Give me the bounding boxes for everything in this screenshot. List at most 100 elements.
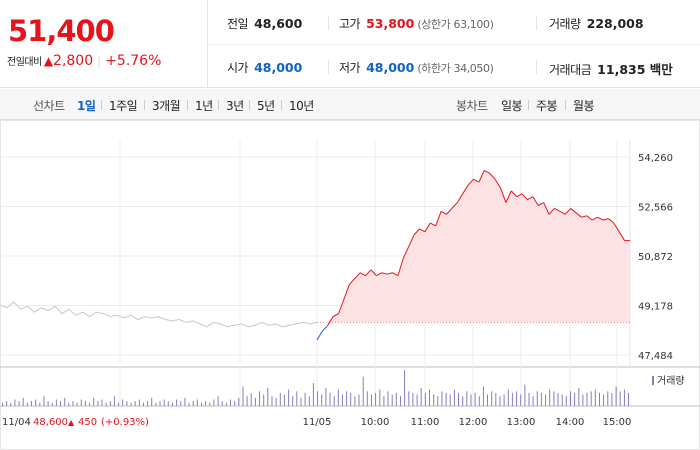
volume-bar [109,401,111,406]
today-line-segment [473,178,480,183]
today-line-segment [451,202,458,209]
prev-day-close: 48,600 [33,417,68,428]
x-tick-label: 13:00 [507,417,536,428]
divider [101,100,102,110]
volume-bar [10,402,12,406]
volume-bar [429,389,430,406]
today-line-segment [402,246,410,259]
period-10y-button[interactable]: 10년 [289,99,314,113]
today-line-segment [538,202,544,206]
volume-bar [126,401,128,406]
today-line-segment [548,208,555,215]
volume-bar [354,396,356,406]
volume-bar [487,394,488,406]
stat-high: 고가 53,800 (상한가 63,100) [339,15,494,32]
volume-bar [449,394,451,406]
candle-weekly-button[interactable]: 주봉 [536,99,558,113]
volume-bar [375,392,377,406]
price-chart: 54,260 52,566 50,872 49,178 47,484 11/05 10:0… [0,120,700,450]
volume-bar [615,386,617,406]
volume-bar [341,394,343,406]
today-line-segment [424,222,431,233]
area-fill [317,170,630,323]
volume-bar [586,392,588,406]
today-line-segment [608,218,615,224]
today-line-segment [343,284,350,300]
stat-label: 저가 [339,61,361,75]
volume-bar [412,392,414,406]
today-line-segment [397,257,404,276]
stat-open: 시가 48,000 [227,59,302,76]
volume-bar [279,392,281,406]
period-5y-button[interactable]: 5년 [257,99,275,113]
volume-bar [143,402,144,406]
volume-bar [159,401,161,406]
stat-amount: 거래대금 11,835 백만 [549,59,673,78]
volume-bar [578,388,580,406]
candle-daily-button[interactable]: 일봉 [501,99,523,113]
today-line-segment [338,298,345,314]
today-line-segment [446,208,453,215]
period-1w-button[interactable]: 1주일 [109,99,138,113]
volume-bar [561,394,563,406]
volume-bar [308,396,310,406]
today-line-segment [419,228,426,233]
candle-monthly-button[interactable]: 월봉 [573,99,595,113]
today-line-segment [365,269,372,276]
volume-bar [196,399,198,406]
volume-bar [80,399,82,406]
period-3y-button[interactable]: 3년 [226,99,244,113]
volume-bar [2,402,3,406]
volume-bar [93,397,95,406]
today-line-segment [500,187,507,203]
divider [536,16,537,30]
volume-bar [516,391,518,406]
volume-bar [283,394,285,406]
volume-bars [2,370,629,406]
x-tick-label: 11/05 [303,417,332,428]
volume-bar [570,391,571,406]
volume-bar [599,392,600,406]
volume-bar [507,389,509,406]
divider [187,100,188,110]
stat-label: 시가 [227,61,249,75]
up-area-fill [317,170,630,323]
period-3m-button[interactable]: 3개월 [152,99,181,113]
change-row: 전일대비 ▲2,800 | +5.76% [7,53,161,69]
today-line-segment [408,234,415,247]
today-line-segment [521,193,528,201]
today-line-segment [381,272,388,275]
line-chart-title: 선차트 [33,99,65,113]
volume-bar [101,399,103,406]
x-axis-labels: 11/05 10:00 11:00 12:00 13:00 14:00 15:00 [303,417,632,428]
volume-bar [76,402,78,406]
today-line-segment [618,231,626,241]
today-line-segment [354,272,361,279]
volume-bar [333,396,335,406]
volume-bar [445,392,447,406]
volume-bar [60,401,61,406]
today-line-segment [532,196,539,206]
volume-bar [582,394,584,406]
divider [144,100,145,110]
period-1y-button[interactable]: 1년 [195,99,213,113]
volume-bar [470,394,472,406]
divider [528,100,529,110]
volume-bar [337,389,339,406]
period-1d-button[interactable]: 1일 [77,99,96,113]
volume-bar [205,401,207,406]
today-line-segment [489,173,496,180]
volume-bar [520,394,522,406]
today-line-segment [543,202,550,215]
candle-chart-title: 봉차트 [456,99,488,113]
volume-bar [217,396,219,406]
volume-bar [26,402,28,406]
change-percent: +5.76% [105,53,162,69]
today-line-segment [581,215,587,218]
today-line-segment [478,170,485,183]
volume-bar [482,386,484,406]
volume-bar [603,394,605,406]
today-line-segment [510,190,518,198]
volume-bar [325,388,327,406]
stat-value: 48,000 [254,60,303,75]
